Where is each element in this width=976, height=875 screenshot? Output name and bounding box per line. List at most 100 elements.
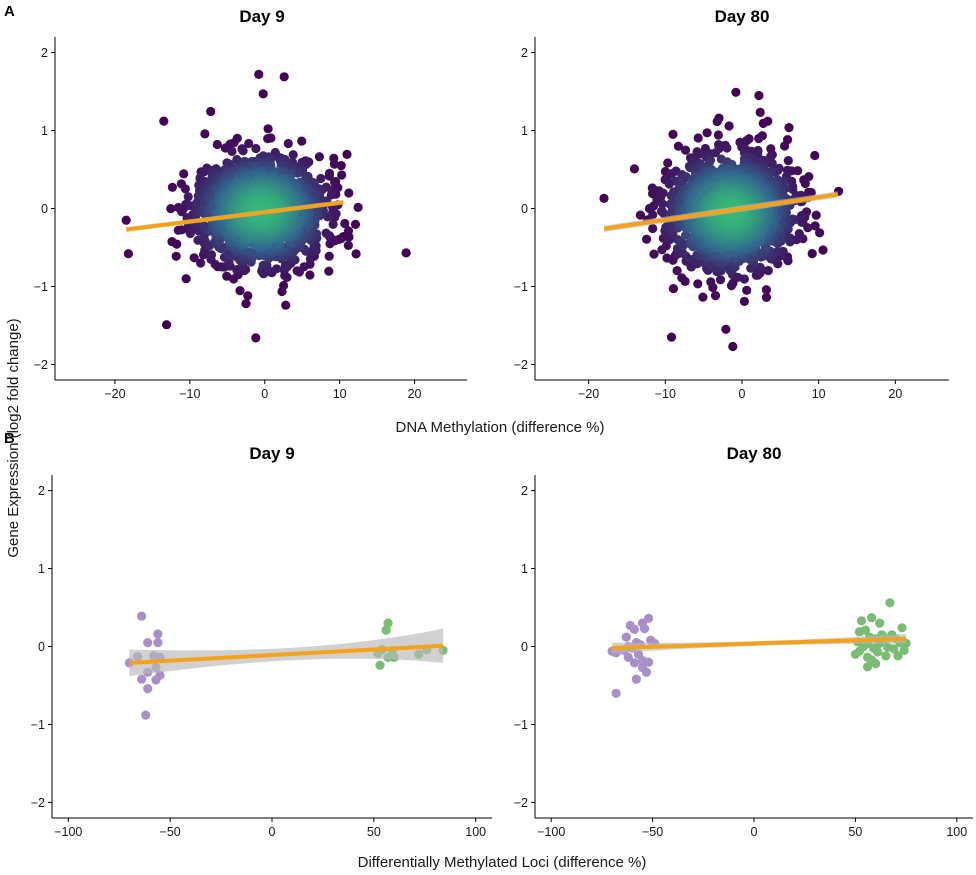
y-tick-label: 0: [521, 640, 528, 654]
data-point: [761, 285, 772, 295]
data-point: [305, 270, 315, 280]
data-point: [668, 284, 679, 294]
data-point: [180, 184, 190, 194]
data-point-hypomethylated: [143, 638, 153, 648]
data-point: [325, 239, 335, 249]
data-point: [401, 248, 411, 258]
data-point-hypomethylated: [151, 675, 161, 685]
data-point: [811, 210, 821, 220]
data-point-hypomethylated: [137, 611, 147, 621]
data-point-hypermethylated: [867, 613, 877, 623]
x-tick-label: 0: [739, 387, 746, 401]
data-point: [800, 178, 810, 189]
data-point: [702, 128, 712, 138]
data-point: [206, 250, 217, 260]
panel-a-x-axis-label: DNA Methylation (difference %): [396, 419, 605, 436]
data-point: [189, 253, 199, 263]
data-point: [666, 332, 677, 342]
y-tick-label: 1: [521, 562, 528, 576]
data-point: [658, 188, 668, 198]
data-point-hypermethylated: [383, 618, 393, 628]
trend-line: [125, 200, 344, 232]
data-point-hypermethylated: [885, 598, 895, 608]
x-tick-label: −50: [642, 825, 663, 839]
data-point: [818, 245, 828, 255]
x-tick-label: −100: [54, 825, 82, 839]
data-point: [279, 280, 289, 291]
data-point: [810, 150, 820, 161]
data-point: [177, 225, 187, 235]
y-tick-label: 0: [41, 202, 48, 216]
data-point: [672, 266, 682, 276]
data-point: [678, 248, 688, 258]
data-point: [758, 118, 768, 128]
data-point: [162, 320, 172, 330]
data-points: [599, 87, 844, 352]
data-point: [648, 210, 658, 220]
data-point-hypomethylated: [629, 658, 640, 668]
data-point: [755, 107, 765, 117]
data-point: [241, 299, 251, 309]
y-tick-label: −2: [514, 796, 528, 810]
data-point: [663, 158, 673, 168]
data-point: [292, 266, 302, 276]
x-tick-label: 100: [946, 825, 967, 839]
data-point: [293, 168, 303, 178]
panel-b-day80-plot: Day 80 −2 −1 0 1 2 −100 −50 0 50 100: [514, 444, 973, 839]
data-point-hypomethylated: [641, 667, 652, 677]
x-tick-label: −100: [537, 825, 565, 839]
data-point-hypermethylated: [875, 618, 885, 628]
data-point: [673, 141, 684, 151]
data-point: [272, 264, 282, 274]
data-point: [222, 271, 232, 281]
data-point: [698, 292, 708, 302]
y-tick-label: −1: [514, 280, 528, 294]
panel-a-letter: A: [4, 3, 15, 20]
data-point: [330, 177, 340, 187]
data-point: [739, 296, 750, 306]
data-point: [721, 324, 731, 334]
x-tick-label: 50: [848, 825, 862, 839]
data-point: [329, 159, 339, 169]
x-tick-label: −50: [160, 825, 181, 839]
panel-b-day9-plot: Day 9 −2 −1 0 1 2 −100 −50 0 50 100: [31, 444, 492, 839]
data-point: [797, 217, 807, 227]
data-point: [281, 300, 291, 310]
y-tick-label: 2: [521, 46, 528, 60]
panel-title: Day 9: [239, 7, 284, 26]
data-point: [635, 210, 646, 220]
data-point: [316, 173, 326, 184]
data-point: [258, 89, 268, 99]
data-point-hypermethylated: [881, 651, 891, 661]
y-tick-label: 1: [521, 124, 528, 138]
data-point-hypomethylated: [621, 632, 631, 642]
data-point: [123, 249, 133, 259]
panel-b-x-axis-label: Differentially Methylated Loci (differen…: [358, 854, 647, 871]
y-tick-label: 0: [38, 640, 45, 654]
data-point: [350, 219, 361, 229]
data-point: [172, 239, 182, 249]
x-tick-label: 50: [367, 825, 381, 839]
x-tick-label: 20: [408, 387, 422, 401]
data-point: [235, 286, 245, 296]
data-point: [299, 262, 309, 272]
data-point-hypomethylated: [153, 629, 163, 639]
trend-line: [611, 636, 907, 651]
data-point-hypomethylated: [644, 657, 654, 667]
panel-title: Day 80: [727, 444, 782, 463]
data-point-hypermethylated: [863, 662, 873, 672]
panel-b-letter: B: [4, 430, 15, 447]
data-point: [238, 146, 248, 156]
data-point: [288, 150, 298, 160]
data-point: [648, 223, 658, 234]
y-tick-label: 1: [38, 562, 45, 576]
data-point: [807, 249, 817, 259]
data-point: [693, 133, 703, 143]
data-point-hypomethylated: [639, 624, 650, 634]
data-point-hypermethylated: [871, 659, 881, 669]
data-point: [337, 170, 347, 180]
data-point-hypermethylated: [381, 625, 391, 635]
data-point: [677, 273, 687, 283]
y-tick-label: −2: [31, 796, 45, 810]
